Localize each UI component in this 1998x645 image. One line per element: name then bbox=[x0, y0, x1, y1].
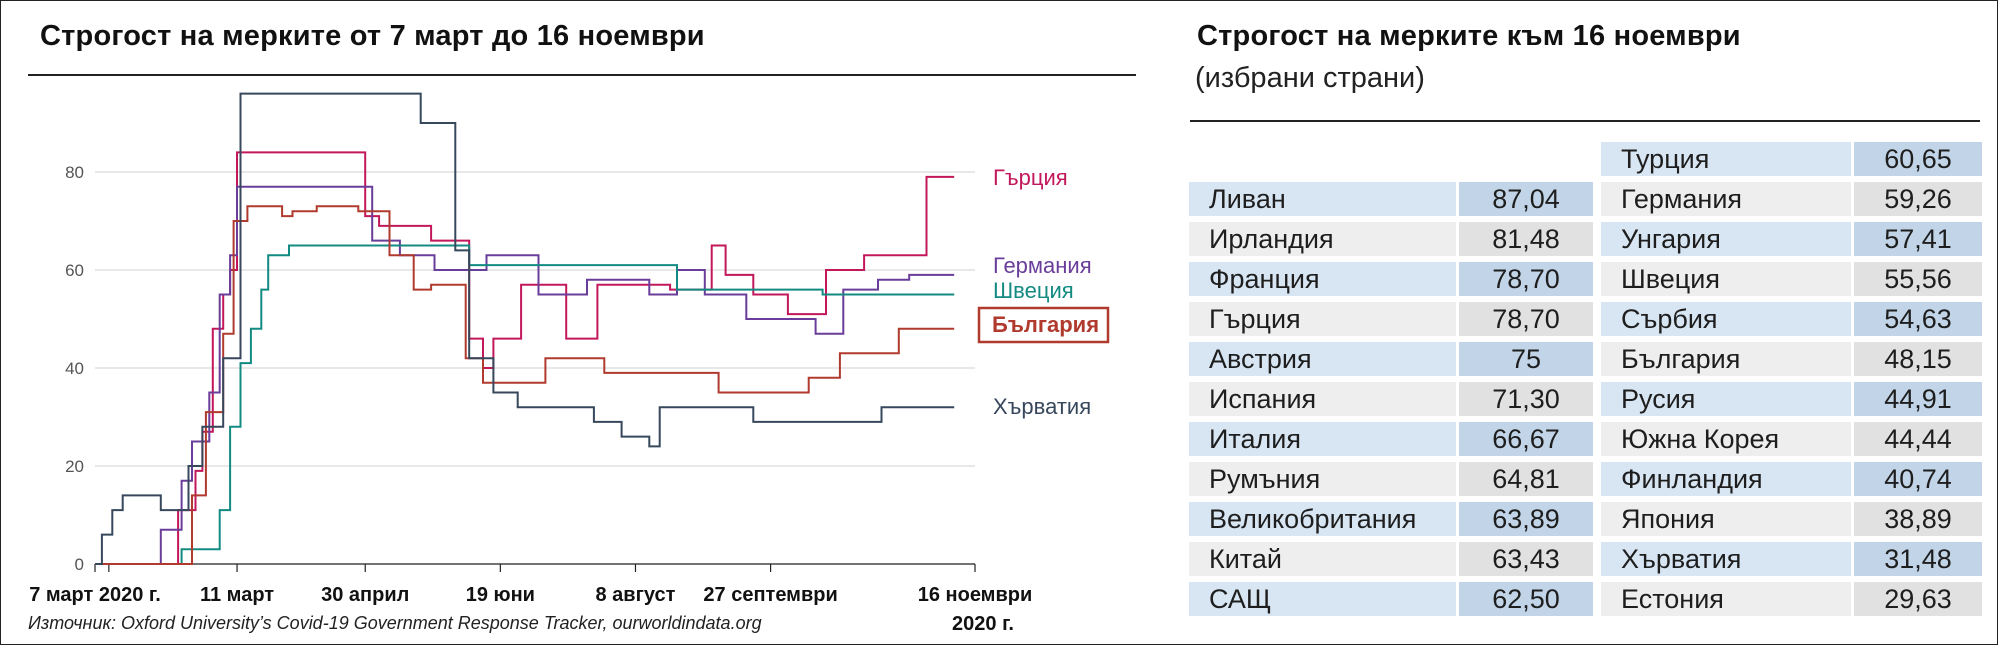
stringency-value: 44,44 bbox=[1854, 422, 1982, 456]
country-name: Япония bbox=[1601, 502, 1851, 536]
x-tick-label: 19 юни bbox=[466, 584, 535, 606]
chart-title: Строгост на мерките от 7 март до 16 ноем… bbox=[40, 20, 705, 52]
stringency-value: 31,48 bbox=[1854, 542, 1982, 576]
country-name: Естония bbox=[1601, 582, 1851, 616]
stringency-value: 78,70 bbox=[1459, 302, 1593, 336]
country-name: Швеция bbox=[1601, 262, 1851, 296]
stringency-value: 71,30 bbox=[1459, 382, 1593, 416]
y-tick-label: 0 bbox=[75, 555, 84, 574]
stringency-value: 63,43 bbox=[1459, 542, 1593, 576]
country-name: Китай bbox=[1189, 542, 1456, 576]
country-name: САЩ bbox=[1189, 582, 1456, 616]
series-label-sweden: Швеция bbox=[993, 278, 1074, 303]
y-tick-label: 40 bbox=[65, 359, 84, 378]
stringency-value: 64,81 bbox=[1459, 462, 1593, 496]
table-title-rule bbox=[1190, 120, 1980, 122]
country-name: Сърбия bbox=[1601, 302, 1851, 336]
stringency-value: 60,65 bbox=[1854, 142, 1982, 176]
series-line-germany bbox=[95, 185, 955, 565]
country-name: Турция bbox=[1601, 142, 1851, 176]
y-tick-label: 60 bbox=[65, 261, 84, 280]
country-name: Русия bbox=[1601, 382, 1851, 416]
stringency-value: 54,63 bbox=[1854, 302, 1982, 336]
series-label-box-bulgaria bbox=[977, 306, 1110, 344]
stringency-value: 87,04 bbox=[1459, 182, 1593, 216]
country-name: Хърватия bbox=[1601, 542, 1851, 576]
stringency-value: 59,26 bbox=[1854, 182, 1982, 216]
country-name: Италия bbox=[1189, 422, 1456, 456]
stringency-value: 75 bbox=[1459, 342, 1593, 376]
country-name: Гърция bbox=[1189, 302, 1456, 336]
chart-title-rule bbox=[28, 74, 1136, 76]
x-tick-label: 30 април bbox=[321, 584, 409, 606]
x-tick-label: 16 ноември bbox=[918, 584, 1033, 606]
country-name: България bbox=[1601, 342, 1851, 376]
stringency-value: 78,70 bbox=[1459, 262, 1593, 296]
series-label-germany: Германия bbox=[993, 253, 1092, 278]
stringency-value: 48,15 bbox=[1854, 342, 1982, 376]
x-tick-label: 27 септември bbox=[703, 584, 837, 606]
y-tick-label: 80 bbox=[65, 163, 84, 182]
stringency-value: 62,50 bbox=[1459, 582, 1593, 616]
stringency-value: 38,89 bbox=[1854, 502, 1982, 536]
stringency-value: 29,63 bbox=[1854, 582, 1982, 616]
chart-panel: Строгост на мерките от 7 март до 16 ноем… bbox=[28, 20, 1136, 635]
stringency-value: 44,91 bbox=[1854, 382, 1982, 416]
country-name: Великобритания bbox=[1189, 502, 1456, 536]
series-line-croatia bbox=[95, 92, 955, 565]
country-name: Франция bbox=[1189, 262, 1456, 296]
country-name: Южна Корея bbox=[1601, 422, 1851, 456]
series-line-bulgaria bbox=[95, 205, 955, 565]
country-name: Унгария bbox=[1601, 222, 1851, 256]
source-note: Източник: Oxford University’s Covid-19 G… bbox=[28, 613, 762, 633]
table-title: Строгост на мерките към 16 ноември bbox=[1197, 20, 1741, 52]
series-label-bulgaria: България bbox=[992, 312, 1099, 337]
x-tick-label: 11 март bbox=[200, 584, 274, 606]
x-tick-label: 7 март 2020 г. bbox=[29, 584, 161, 606]
country-name: Германия bbox=[1601, 182, 1851, 216]
line-chart: 0 20 40 60 80 7 март 2020 г. 11 март 30 април 19… bbox=[29, 92, 1110, 635]
stringency-value: 81,48 bbox=[1459, 222, 1593, 256]
country-name: Ирландия bbox=[1189, 222, 1456, 256]
country-name: Финландия bbox=[1601, 462, 1851, 496]
table-panel: Строгост на мерките към 16 ноември (избр… bbox=[1185, 0, 1985, 643]
country-name: Австрия bbox=[1189, 342, 1456, 376]
x-tick-label-year: 2020 г. bbox=[952, 613, 1014, 635]
stringency-value: 66,67 bbox=[1459, 422, 1593, 456]
stringency-value: 63,89 bbox=[1459, 502, 1593, 536]
stringency-value: 40,74 bbox=[1854, 462, 1982, 496]
country-name: Румъния bbox=[1189, 462, 1456, 496]
x-tick-label: 8 август bbox=[595, 584, 675, 606]
series-label-greece: Гърция bbox=[993, 165, 1068, 190]
country-name: Ливан bbox=[1189, 182, 1456, 216]
country-name: Испания bbox=[1189, 382, 1456, 416]
table-subtitle: (избрани страни) bbox=[1195, 62, 1425, 94]
series-line-sweden bbox=[95, 244, 955, 565]
series-label-croatia: Хърватия bbox=[993, 394, 1091, 419]
stringency-value: 55,56 bbox=[1854, 262, 1982, 296]
stringency-value: 57,41 bbox=[1854, 222, 1982, 256]
y-tick-label: 20 bbox=[65, 457, 84, 476]
